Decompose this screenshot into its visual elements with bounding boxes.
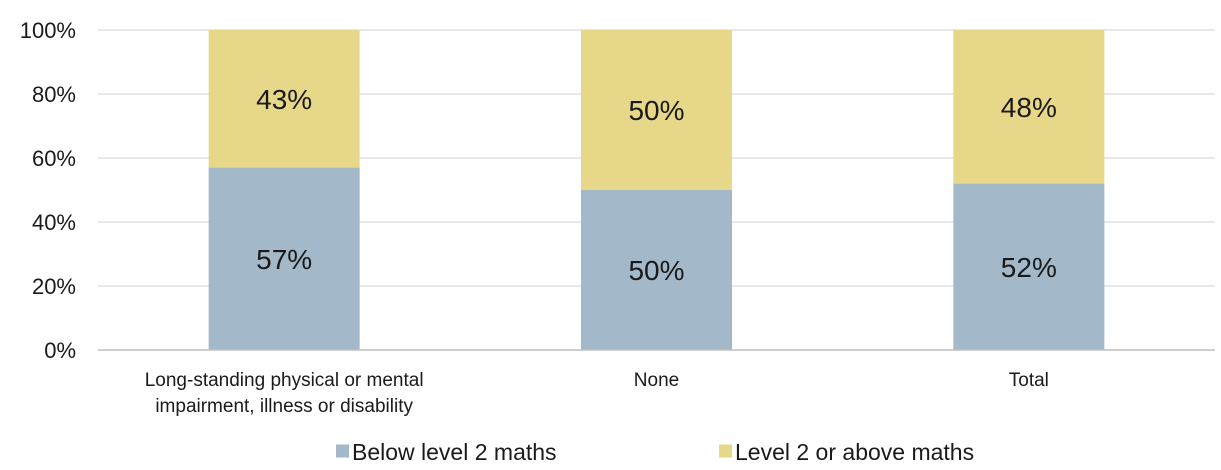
bars: [208, 30, 1105, 350]
data-label: 43%: [256, 84, 312, 115]
y-tick-label: 20%: [32, 274, 76, 299]
y-tick-label: 40%: [32, 210, 76, 235]
y-axis: 0% 20% 40% 60% 80% 100%: [20, 18, 76, 363]
legend-item-below-level-2: Below level 2 maths: [336, 439, 557, 465]
legend-label: Level 2 or above maths: [735, 439, 974, 465]
y-tick-label: 60%: [32, 146, 76, 171]
x-category-label: Long-standing physical or mental: [145, 370, 424, 391]
data-label: 50%: [628, 255, 684, 286]
legend-item-level-2-or-above: Level 2 or above maths: [719, 439, 974, 465]
bar-segment-level-2-or-above: [208, 30, 360, 168]
bar-segment-level-2-or-above: [581, 30, 732, 190]
data-labels: 57% 43% 50% 50% 52% 48%: [256, 84, 1057, 286]
y-tick-label: 100%: [20, 18, 76, 43]
bar-segment-level-2-or-above: [953, 30, 1105, 184]
legend-swatch: [719, 444, 732, 458]
x-category-label: impairment, illness or disability: [155, 396, 413, 417]
data-label: 48%: [1001, 92, 1057, 123]
data-label: 52%: [1001, 252, 1057, 283]
bar-segment-below-level-2: [581, 190, 732, 350]
legend-swatch: [336, 444, 349, 458]
data-label: 50%: [628, 95, 684, 126]
legend: Below level 2 maths Level 2 or above math…: [336, 439, 974, 465]
x-category-label: Total: [1009, 370, 1049, 391]
y-tick-label: 0%: [44, 338, 76, 363]
y-tick-label: 80%: [32, 82, 76, 107]
x-axis: Long-standing physical or mental impairme…: [98, 349, 1215, 417]
legend-label: Below level 2 maths: [352, 439, 557, 465]
data-label: 57%: [256, 244, 312, 275]
bar-segment-below-level-2: [208, 167, 360, 350]
x-category-label: None: [634, 370, 679, 391]
bar-segment-below-level-2: [953, 183, 1105, 350]
